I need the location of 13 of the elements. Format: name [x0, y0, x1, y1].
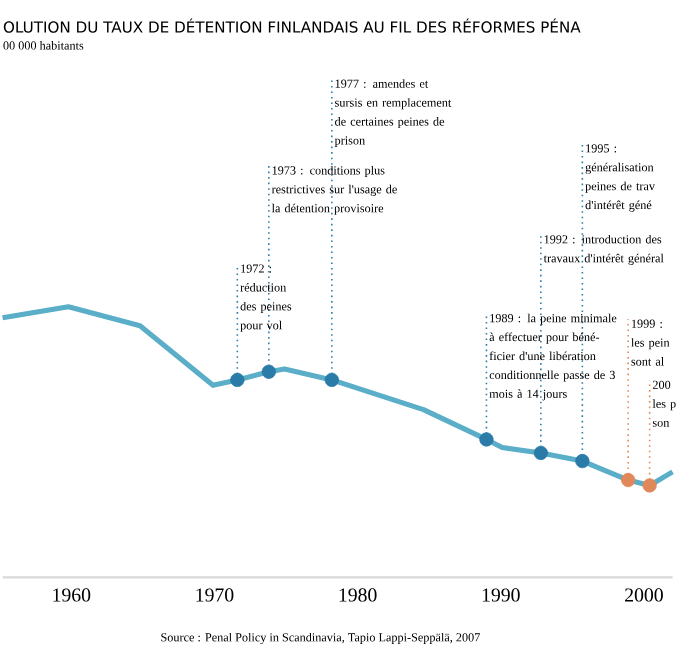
point — [642, 478, 657, 493]
x-tick-label: 1980 — [339, 588, 377, 602]
point — [621, 472, 636, 488]
point — [575, 453, 590, 469]
point — [230, 372, 245, 387]
point — [261, 364, 276, 379]
x-tick-label: 1970 — [196, 588, 234, 602]
point — [533, 445, 548, 461]
point — [324, 372, 339, 387]
x-tick-label: 2000 — [625, 588, 663, 602]
x-tick-label: 1990 — [482, 588, 520, 602]
point — [479, 432, 494, 447]
x-tick-label: 1960 — [53, 588, 91, 602]
